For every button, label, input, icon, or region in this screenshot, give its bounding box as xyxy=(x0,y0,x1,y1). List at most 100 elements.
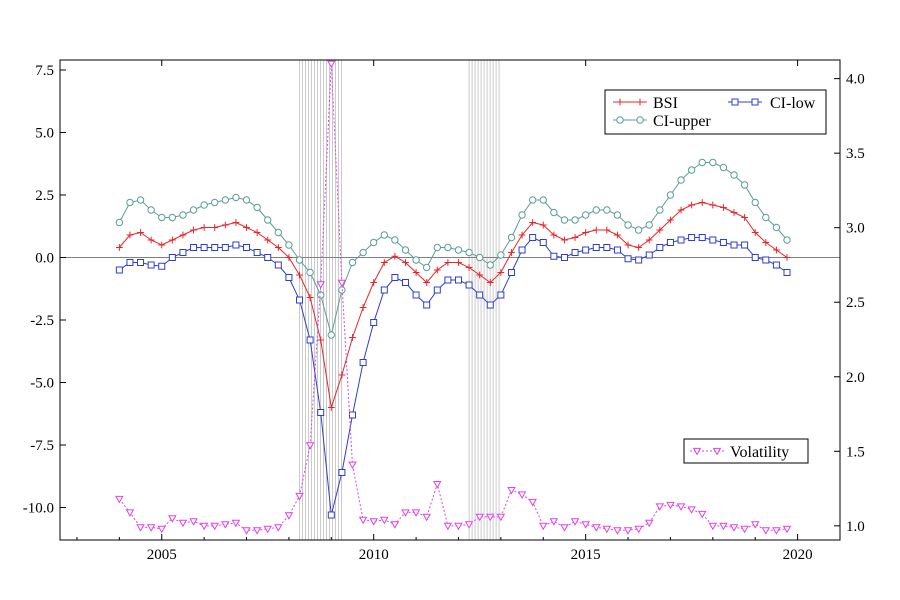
point-ci-low xyxy=(327,511,335,519)
point-bsi xyxy=(677,206,685,214)
point-ci-low xyxy=(518,246,526,254)
point-bsi xyxy=(349,334,356,341)
point-ci-upper xyxy=(783,236,791,244)
point-bsi xyxy=(433,266,441,274)
point-volatility xyxy=(136,524,145,532)
right-tick-label: 2.0 xyxy=(846,370,865,386)
legend-item-bsi: BSI xyxy=(613,95,678,112)
series-line-volatility xyxy=(118,63,788,531)
point-ci-low xyxy=(179,249,187,256)
point-bsi xyxy=(751,229,759,236)
series-volatility xyxy=(115,60,792,535)
legend-swatch-marker xyxy=(636,98,644,106)
point-volatility xyxy=(729,524,739,532)
point-bsi xyxy=(423,279,431,286)
left-tick-label: 5.0 xyxy=(35,126,54,142)
point-bsi xyxy=(317,336,325,344)
point-bsi xyxy=(730,209,738,216)
point-ci-upper xyxy=(200,201,208,209)
point-volatility xyxy=(570,518,580,526)
legend-item-volatility: Volatility xyxy=(690,444,789,461)
point-ci-upper xyxy=(306,268,314,277)
point-volatility xyxy=(390,521,400,529)
right-tick-label: 3.0 xyxy=(846,221,865,237)
point-bsi xyxy=(285,254,293,261)
legend-item-ci-low: CI-low xyxy=(728,95,816,112)
legend-label-bsi: BSI xyxy=(653,95,678,112)
point-ci-low xyxy=(211,244,219,251)
point-ci-low xyxy=(592,244,600,251)
point-volatility xyxy=(305,442,315,450)
point-bsi xyxy=(582,229,590,236)
point-bsi xyxy=(168,236,176,244)
point-volatility xyxy=(168,515,177,523)
point-ci-upper xyxy=(634,226,643,234)
point-bsi xyxy=(359,304,367,311)
point-volatility xyxy=(687,506,696,514)
point-volatility xyxy=(252,527,262,535)
left-tick-label: 0.0 xyxy=(35,251,54,267)
series-layer xyxy=(115,60,792,535)
point-bsi xyxy=(455,259,462,266)
point-bsi xyxy=(115,244,123,251)
series-ci-low xyxy=(115,234,791,519)
x-tick-label: 2005 xyxy=(147,547,177,563)
point-volatility xyxy=(528,498,537,507)
point-ci-low xyxy=(306,336,314,344)
point-bsi xyxy=(296,271,303,279)
point-volatility xyxy=(115,495,124,504)
point-bsi xyxy=(465,264,473,271)
point-ci-low xyxy=(296,296,304,304)
point-bsi xyxy=(158,241,166,249)
point-ci-low xyxy=(433,286,441,294)
legend-swatch-marker xyxy=(692,447,702,456)
point-volatility xyxy=(750,521,760,529)
point-volatility xyxy=(199,522,209,531)
point-bsi xyxy=(137,229,144,236)
point-bsi xyxy=(656,226,664,234)
point-ci-low xyxy=(603,244,611,251)
right-tick-label: 1.0 xyxy=(846,519,865,535)
point-bsi xyxy=(274,244,282,251)
point-volatility xyxy=(242,527,251,535)
point-volatility xyxy=(327,60,336,69)
point-ci-low xyxy=(709,236,717,244)
point-ci-upper xyxy=(253,203,261,212)
point-volatility xyxy=(676,503,686,511)
point-volatility xyxy=(348,461,357,470)
point-bsi xyxy=(741,214,749,221)
point-bsi xyxy=(391,252,399,260)
point-volatility xyxy=(666,501,675,510)
point-ci-low xyxy=(497,291,505,299)
point-bsi xyxy=(327,404,335,411)
point-volatility xyxy=(549,518,559,526)
point-ci-upper xyxy=(730,171,738,179)
point-ci-low xyxy=(476,291,484,299)
point-ci-upper xyxy=(698,158,706,167)
point-bsi xyxy=(592,226,600,234)
point-ci-upper xyxy=(550,208,558,217)
point-volatility xyxy=(719,522,728,531)
series-line-bsi xyxy=(118,201,788,408)
point-ci-upper xyxy=(528,196,537,204)
point-ci-low xyxy=(624,255,632,263)
point-volatility xyxy=(644,519,654,528)
point-bsi xyxy=(476,271,484,279)
point-ci-upper xyxy=(762,213,770,222)
point-ci-low xyxy=(656,244,664,251)
point-ci-low xyxy=(147,261,155,269)
point-bsi xyxy=(635,244,643,251)
point-ci-upper xyxy=(115,218,124,227)
point-ci-low xyxy=(221,244,229,251)
point-ci-low xyxy=(359,359,367,366)
point-ci-low xyxy=(772,261,780,269)
point-ci-upper xyxy=(581,211,590,219)
point-ci-low xyxy=(507,269,515,276)
point-ci-upper xyxy=(422,263,431,272)
point-bsi xyxy=(179,231,187,239)
point-bsi xyxy=(624,241,632,249)
right-tick-label: 2.5 xyxy=(846,295,865,311)
right-tick-label: 3.5 xyxy=(846,146,865,162)
point-ci-low xyxy=(571,249,579,256)
point-ci-low xyxy=(613,246,621,254)
